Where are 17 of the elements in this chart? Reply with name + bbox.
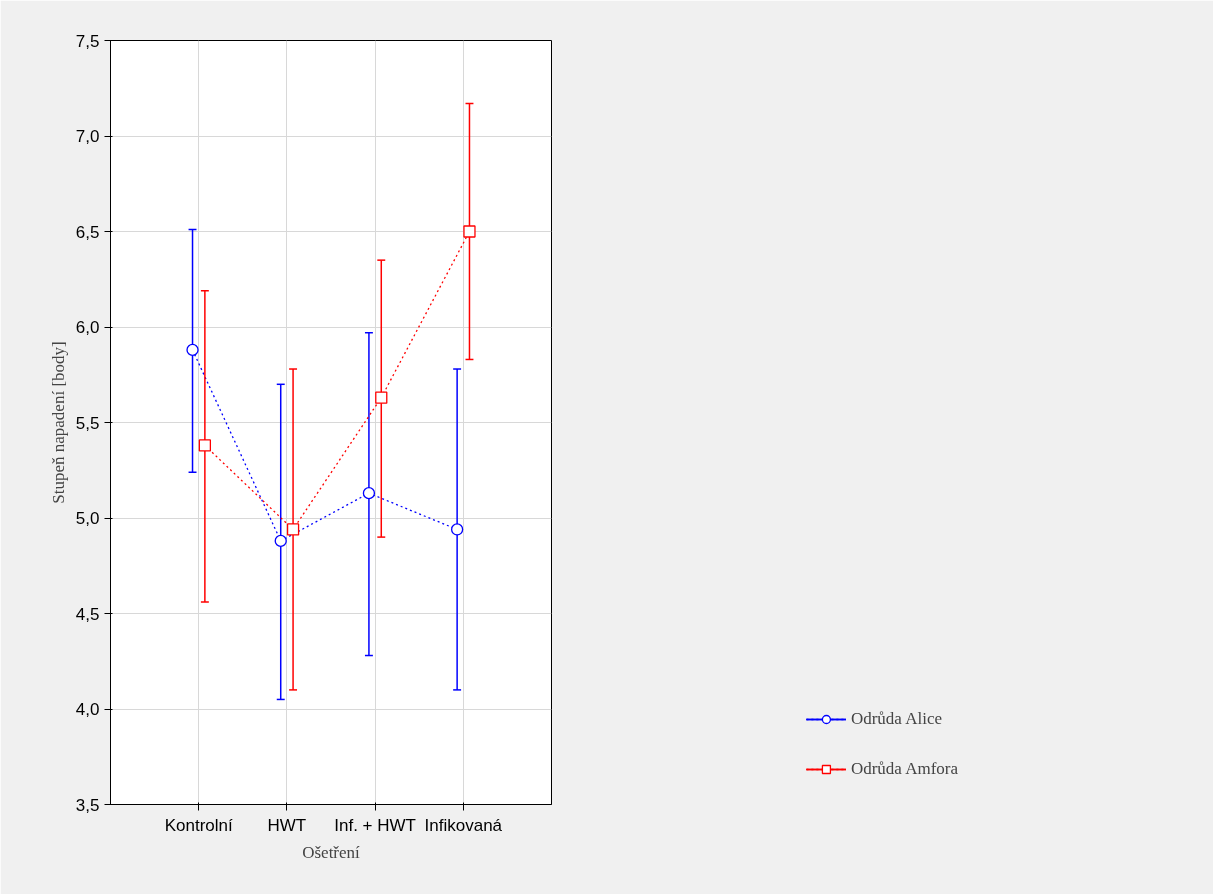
y-tick-label: 4,0: [75, 700, 100, 719]
y-tick-label: 3,5: [75, 795, 100, 815]
x-axis-title: Ošetření: [302, 842, 361, 862]
y-tick-label: 5,0: [75, 509, 100, 528]
y-tick-label: 7,0: [75, 127, 100, 146]
y-tick-label: 6,0: [75, 318, 100, 337]
legend-label: Odrůda Alice: [850, 709, 943, 729]
x-tick-label: HWT: [267, 815, 307, 835]
y-tick-label: 5,5: [75, 413, 100, 433]
x-tick-label: Kontrolní: [164, 815, 233, 835]
y-axis-title: Stupeň napadení [body]: [48, 341, 68, 504]
y-tick-label: 7,5: [75, 31, 100, 51]
legend-label: Odrůda Amfora: [850, 759, 959, 779]
y-tick-label: 6,5: [75, 222, 100, 242]
x-tick-label: Infikovaná: [424, 815, 503, 835]
x-tick-label: Inf. + HWT: [334, 815, 416, 835]
y-tick-label: 4,5: [75, 604, 100, 624]
